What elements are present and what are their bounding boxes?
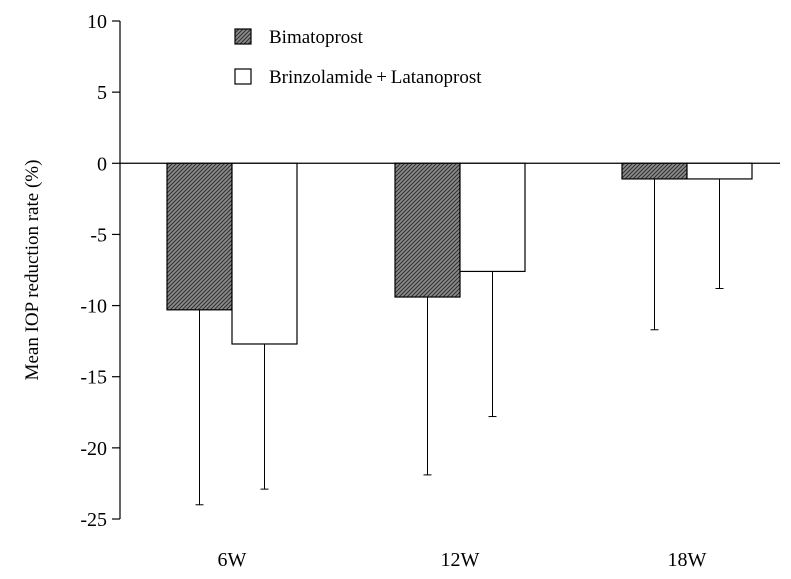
bar-bimatoprost-12W [394,162,461,298]
y-tick-label: -15 [80,367,107,389]
bar-brinzolamide-latanoprost-6W [231,162,298,345]
legend-label-brinzolamide-latanoprost: Brinzolamide + Latanoprost [269,67,482,88]
y-tick-label: 0 [97,153,107,175]
x-category-label: 12W [441,549,480,571]
tick-labels: 10 5 0 -5 -10 -15 -20 -25 6W 12W 18W [80,11,706,571]
y-axis-label: Mean IOP reduction rate (%) [22,160,43,381]
bar-brinzolamide-latanoprost-18W [686,162,753,180]
x-category-label: 18W [668,549,707,571]
y-tick-label: -5 [90,224,107,246]
y-tick-label: 5 [97,82,107,104]
legend-swatch-bimatoprost [234,28,252,45]
y-tick-label: -25 [80,509,107,531]
bar-bimatoprost-6W [166,162,233,311]
legend: Bimatoprost Brinzolamide + Latanoprost [234,27,482,88]
bars [166,162,753,345]
y-tick-label: -10 [80,296,107,318]
y-tick-label: 10 [87,11,107,33]
x-category-label: 6W [218,549,247,571]
bar-bimatoprost-18W [621,162,688,180]
legend-swatch-brinzolamide-latanoprost [234,68,252,85]
error-bars [195,178,724,506]
bar-brinzolamide-latanoprost-12W [459,162,526,273]
legend-label-bimatoprost: Bimatoprost [269,27,364,48]
y-tick-label: -20 [80,438,107,460]
